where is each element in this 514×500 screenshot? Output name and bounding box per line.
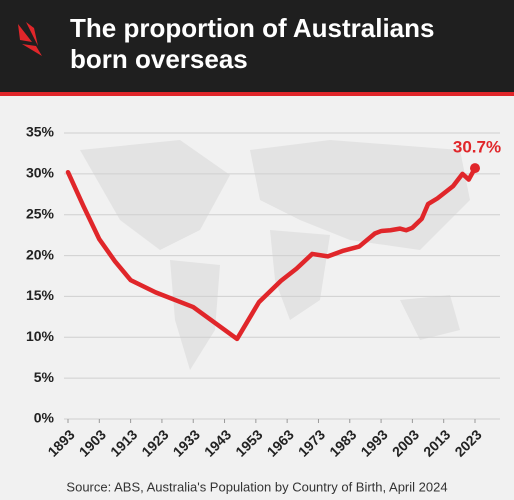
x-tick-label: 2013 — [420, 426, 453, 459]
x-tick-label: 1903 — [76, 426, 109, 459]
source: Source: ABS, Australia's Population by C… — [66, 479, 447, 494]
y-tick-label: 15% — [26, 287, 55, 303]
value-label: 30.7% — [453, 138, 501, 157]
chart-title: The proportion of Australians born overs… — [70, 13, 435, 74]
y-tick-label: 10% — [26, 328, 55, 344]
x-tick-label: 1893 — [44, 426, 77, 459]
y-tick-label: 35% — [26, 124, 55, 140]
end-point — [470, 163, 480, 174]
x-tick-label: 1933 — [170, 426, 203, 459]
y-tick-label: 20% — [26, 246, 55, 262]
logo — [18, 22, 42, 56]
y-tick-label: 0% — [34, 410, 55, 426]
world-map-background — [80, 140, 470, 370]
x-tick-label: 1953 — [232, 426, 265, 459]
data-line — [65, 165, 478, 342]
x-tick-label: 1943 — [201, 426, 234, 459]
x-tick-label: 1973 — [295, 426, 328, 459]
x-tick-label: 1923 — [138, 426, 171, 459]
x-tick-label: 1983 — [326, 426, 359, 459]
x-tick-label: 2003 — [389, 426, 422, 459]
x-tick-label: 1913 — [107, 426, 140, 459]
y-tick-label: 30% — [26, 165, 55, 181]
x-tick-label: 1993 — [357, 426, 390, 459]
y-tick-label: 5% — [34, 369, 55, 385]
x-tick-label: 1963 — [264, 426, 297, 459]
header: The proportion of Australians born overs… — [0, 0, 514, 96]
y-tick-label: 25% — [26, 205, 55, 221]
x-tick-label: 2023 — [451, 426, 484, 459]
